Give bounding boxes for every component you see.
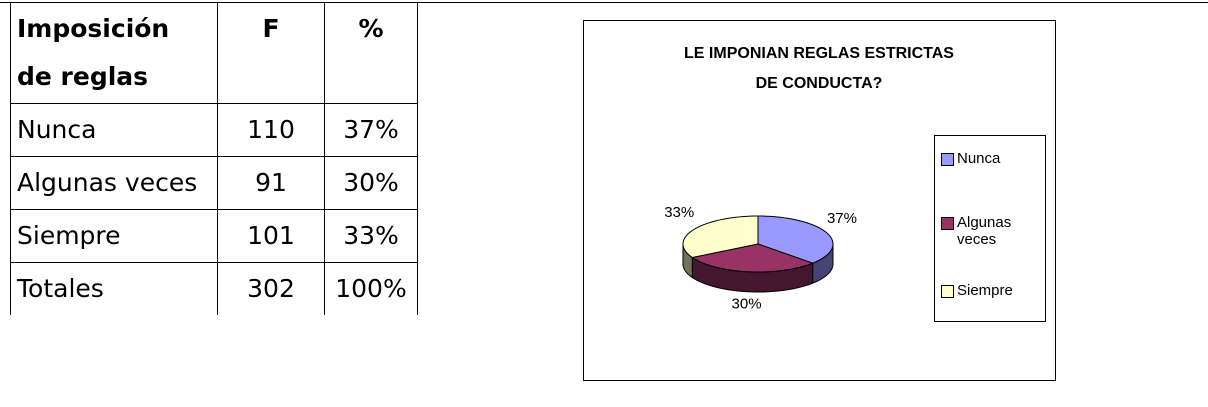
slice [682, 215, 759, 259]
cell: 37% [324, 103, 418, 157]
cell: 91 [217, 156, 325, 210]
row: Totales 302 100% [10, 262, 418, 315]
header-cell: F [217, 2, 325, 104]
row: Siempre 101 33% [10, 209, 418, 263]
cell: 100% [324, 262, 418, 315]
header-cell: % [324, 2, 418, 104]
row: Nunca 110 37% [10, 103, 418, 157]
legend-swatch [941, 153, 954, 166]
cell: 30% [324, 156, 418, 210]
legend-label: Siempre [957, 282, 1013, 299]
row: Algunas veces 91 30% [10, 156, 418, 210]
cell: 110 [217, 103, 325, 157]
legend-item: Nunca [941, 150, 1041, 167]
rule [0, 2, 1208, 3]
slice [757, 215, 834, 264]
cell: 101 [217, 209, 325, 263]
legend-item: Siempre [941, 282, 1041, 299]
cell: 33% [324, 209, 418, 263]
cell: Totales [10, 262, 218, 315]
cell: 302 [217, 262, 325, 315]
data-label: 37% [827, 210, 857, 227]
legend: Nunca Algunas veces Siempre [934, 135, 1046, 322]
legend-label: Nunca [957, 150, 1001, 167]
legend-label: Algunas veces [957, 214, 1012, 248]
legend-item: Algunas veces [941, 214, 1041, 248]
header-row: Imposición de reglas F % [10, 2, 418, 104]
legend-swatch [941, 285, 954, 298]
cell: Algunas veces [10, 156, 218, 210]
slice [690, 243, 815, 273]
pie: 37% 30% 33% [664, 204, 857, 313]
cell: Siempre [10, 209, 218, 263]
chart-title: LE IMPONIAN REGLAS ESTRICTAS DE CONDUCTA… [684, 45, 954, 92]
chart: LE IMPONIAN REGLAS ESTRICTAS DE CONDUCTA… [583, 20, 1056, 381]
data-label: 30% [732, 296, 762, 313]
legend-swatch [941, 217, 954, 230]
data-label: 33% [664, 204, 694, 221]
cell: Nunca [10, 103, 218, 157]
header-cell: Imposición de reglas [10, 2, 218, 104]
data-table: Imposición de reglas F % Nunca 110 37% Algu… [10, 2, 418, 315]
